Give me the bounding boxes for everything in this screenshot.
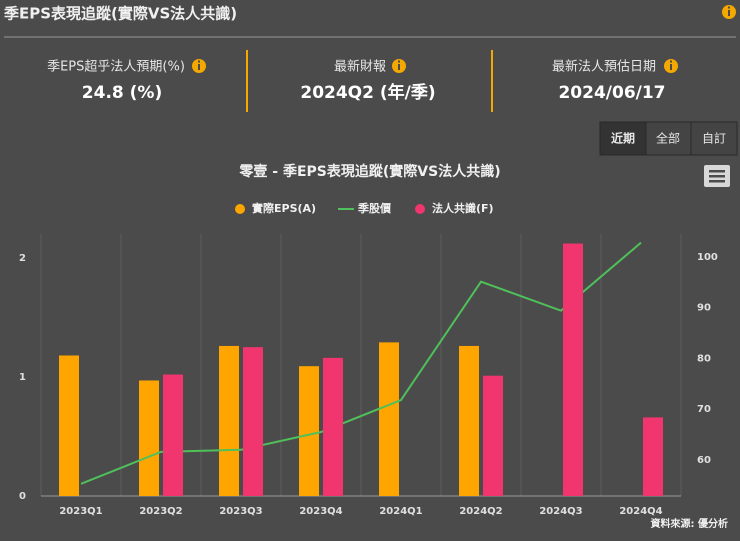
x-tick-label: 2023Q3	[219, 506, 262, 517]
bar	[163, 374, 183, 496]
range-button-label[interactable]: 自訂	[702, 131, 726, 146]
chart-menu[interactable]	[704, 165, 730, 187]
x-tick-label: 2024Q4	[619, 506, 662, 517]
plot: 0 1 2 60 70 80 90 100 2023Q1 2023Q2 2023Q3 2023Q4 20…	[19, 201, 718, 517]
info-icon[interactable]	[392, 59, 406, 73]
bar	[219, 345, 239, 496]
x-tick-label: 2024Q1	[379, 506, 422, 517]
legend-marker	[415, 204, 425, 214]
legend-label: 法人共識(F)	[432, 201, 494, 215]
bar	[139, 380, 159, 496]
stat-label: 最新財報	[334, 59, 386, 75]
y2-tick-label: 70	[697, 404, 711, 415]
bar	[459, 345, 479, 496]
legend-marker	[235, 204, 245, 214]
bar	[243, 347, 263, 496]
y2-tick-label: 90	[697, 303, 711, 314]
range-button-label[interactable]: 近期	[611, 131, 635, 146]
bar	[299, 366, 319, 496]
x-tick-label: 2023Q1	[59, 506, 102, 517]
x-tick-label: 2023Q2	[139, 506, 182, 517]
range-button-label[interactable]: 全部	[656, 131, 680, 146]
y-tick-label: 2	[19, 253, 26, 264]
y2-tick-label: 80	[697, 353, 711, 364]
legend-label: 季股價	[357, 201, 392, 215]
info-icon[interactable]	[664, 59, 678, 73]
stat-label: 最新法人預估日期	[552, 59, 656, 75]
stat-label: 季EPS超乎法人預期(%)	[47, 60, 185, 75]
widget-title: 季EPS表現追蹤(實際VS法人共識)	[4, 5, 237, 23]
legend-label: 實際EPS(A)	[252, 201, 316, 215]
stat-value: 24.8 (%)	[82, 83, 162, 103]
stat-value: 2024Q2 (年/季)	[300, 82, 435, 103]
x-tick-label: 2024Q3	[539, 506, 582, 517]
info-icon[interactable]	[722, 5, 736, 19]
range-buttons: 近期 全部 自訂	[599, 121, 738, 156]
bar	[379, 342, 399, 496]
bar	[323, 357, 343, 496]
y2-tick-label: 100	[697, 252, 718, 263]
info-icon[interactable]	[192, 59, 206, 73]
y-tick-label: 0	[19, 491, 26, 502]
bar	[643, 417, 663, 496]
source-note: 資料來源: 優分析	[651, 517, 728, 530]
y2-tick-label: 60	[697, 455, 711, 466]
bar	[563, 243, 583, 496]
x-tick-label: 2024Q2	[459, 506, 502, 517]
range-button[interactable]	[690, 121, 738, 156]
bar	[59, 355, 79, 496]
x-tick-label: 2023Q4	[299, 506, 342, 517]
bar	[483, 375, 503, 496]
stat-value: 2024/06/17	[558, 83, 665, 103]
chart-title: 零壹 - 季EPS表現追蹤(實際VS法人共識)	[238, 163, 500, 180]
y-tick-label: 1	[19, 372, 26, 383]
range-button[interactable]	[599, 121, 647, 156]
